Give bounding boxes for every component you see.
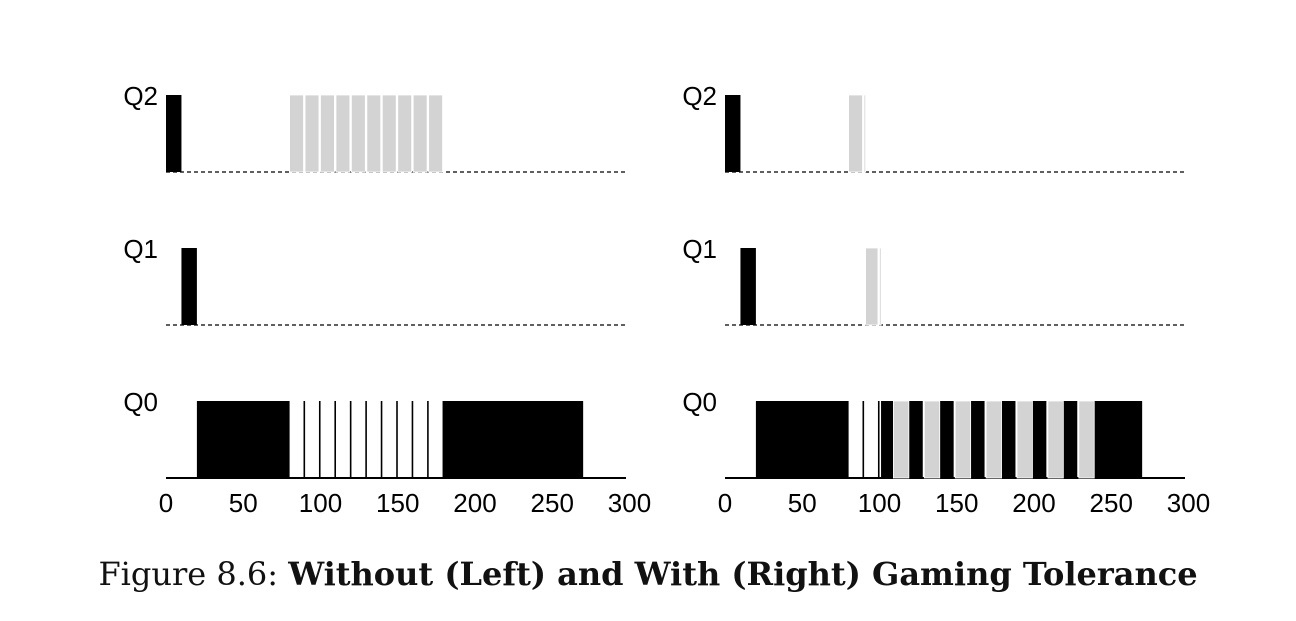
left-panel-without-tolerance: Q2 Q1 Q0 0 50 100 150 200 250 300	[123, 81, 651, 518]
long-job-segment-q0	[1063, 401, 1078, 478]
long-job-segment-q0	[196, 401, 290, 478]
long-job-segment-q0	[396, 401, 398, 478]
gaming-job-segment-q2	[289, 94, 304, 173]
x-tick-label: 300	[1167, 488, 1210, 518]
gaming-job-segment-q2	[350, 94, 366, 173]
long-job-segment-q0	[349, 401, 352, 478]
gaming-job-segment-q0	[893, 400, 910, 479]
long-job-segment-q0	[442, 401, 584, 478]
caption-label: Figure 8.6:	[98, 555, 279, 593]
gaming-job-segment-q0	[985, 400, 1002, 479]
gaming-job-segment-q2	[320, 94, 335, 173]
gaming-job-segment-q0	[1078, 400, 1095, 479]
x-tick-label: 100	[299, 488, 342, 518]
long-job-segment-q1	[740, 248, 756, 325]
caption-title: Without (Left) and With (Right) Gaming T…	[288, 555, 1198, 593]
x-tick-label: 200	[1012, 488, 1055, 518]
long-job-segment-q1	[181, 248, 197, 325]
queue-label-q2: Q2	[123, 81, 158, 111]
queue-label-q1: Q1	[123, 234, 158, 264]
long-job-segment-q0	[318, 401, 321, 478]
x-tick-label: 300	[608, 488, 651, 518]
x-tick-label: 50	[788, 488, 817, 518]
gaming-job-segment-q2	[863, 94, 867, 173]
long-job-segment-q0	[939, 401, 954, 478]
x-tick-label: 250	[531, 488, 574, 518]
long-job-segment-q0	[1032, 401, 1047, 478]
long-job-segment-q0	[970, 401, 985, 478]
gaming-job-segment-q2	[304, 94, 320, 173]
x-tick-label: 150	[376, 488, 419, 518]
right-panel-with-tolerance: Q2 Q1 Q0 0 50 100 150 200 250 300	[682, 81, 1210, 518]
gaming-job-segment-q1	[865, 247, 879, 326]
gaming-job-segment-q2	[366, 94, 382, 173]
gaming-job-segment-q2	[848, 94, 863, 173]
x-tick-label: 100	[858, 488, 901, 518]
x-tick-label: 50	[229, 488, 258, 518]
queue-label-q2: Q2	[682, 81, 717, 111]
gaming-job-segment-q0	[954, 400, 972, 479]
x-tick-label: 0	[159, 488, 173, 518]
gaming-job-segment-q0	[1016, 400, 1033, 479]
long-job-segment-q0	[334, 401, 337, 478]
long-job-segment-q2	[725, 95, 741, 172]
gaming-job-segment-q2	[412, 94, 428, 173]
long-job-segment-q0	[380, 401, 383, 478]
long-job-segment-q0	[881, 401, 894, 478]
long-job-segment-q0	[303, 401, 306, 478]
long-job-segment-q0	[908, 401, 923, 478]
gaming-job-segment-q1	[879, 247, 882, 326]
queue-label-q1: Q1	[682, 234, 717, 264]
long-job-segment-q0	[755, 401, 849, 478]
figure: Q2 Q1 Q0 0 50 100 150 200 250 300 Q2 Q1 Q0 0 50 100 150…	[123, 81, 1210, 518]
figure-caption: Figure 8.6: Without (Left) and With (Rig…	[0, 555, 1296, 593]
long-job-segment-q0	[427, 401, 429, 478]
gaming-job-segment-q2	[381, 94, 397, 173]
queue-label-q0: Q0	[682, 387, 717, 417]
x-tick-label: 200	[453, 488, 496, 518]
long-job-segment-q0	[411, 401, 414, 478]
gaming-job-segment-q0	[923, 400, 941, 479]
queue-label-q0: Q0	[123, 387, 158, 417]
gaming-job-segment-q2	[397, 94, 413, 173]
long-job-segment-q0	[1094, 401, 1143, 478]
long-job-segment-q0	[1001, 401, 1016, 478]
long-job-segment-q0	[862, 401, 865, 478]
long-job-segment-q0	[877, 401, 880, 478]
x-tick-label: 150	[935, 488, 978, 518]
long-job-segment-q2	[166, 95, 182, 172]
gaming-job-segment-q0	[1047, 400, 1064, 479]
long-job-segment-q0	[365, 401, 367, 478]
x-tick-label: 0	[718, 488, 732, 518]
gaming-job-segment-q2	[335, 94, 351, 173]
x-tick-label: 250	[1090, 488, 1133, 518]
gaming-job-segment-q2	[428, 94, 443, 173]
